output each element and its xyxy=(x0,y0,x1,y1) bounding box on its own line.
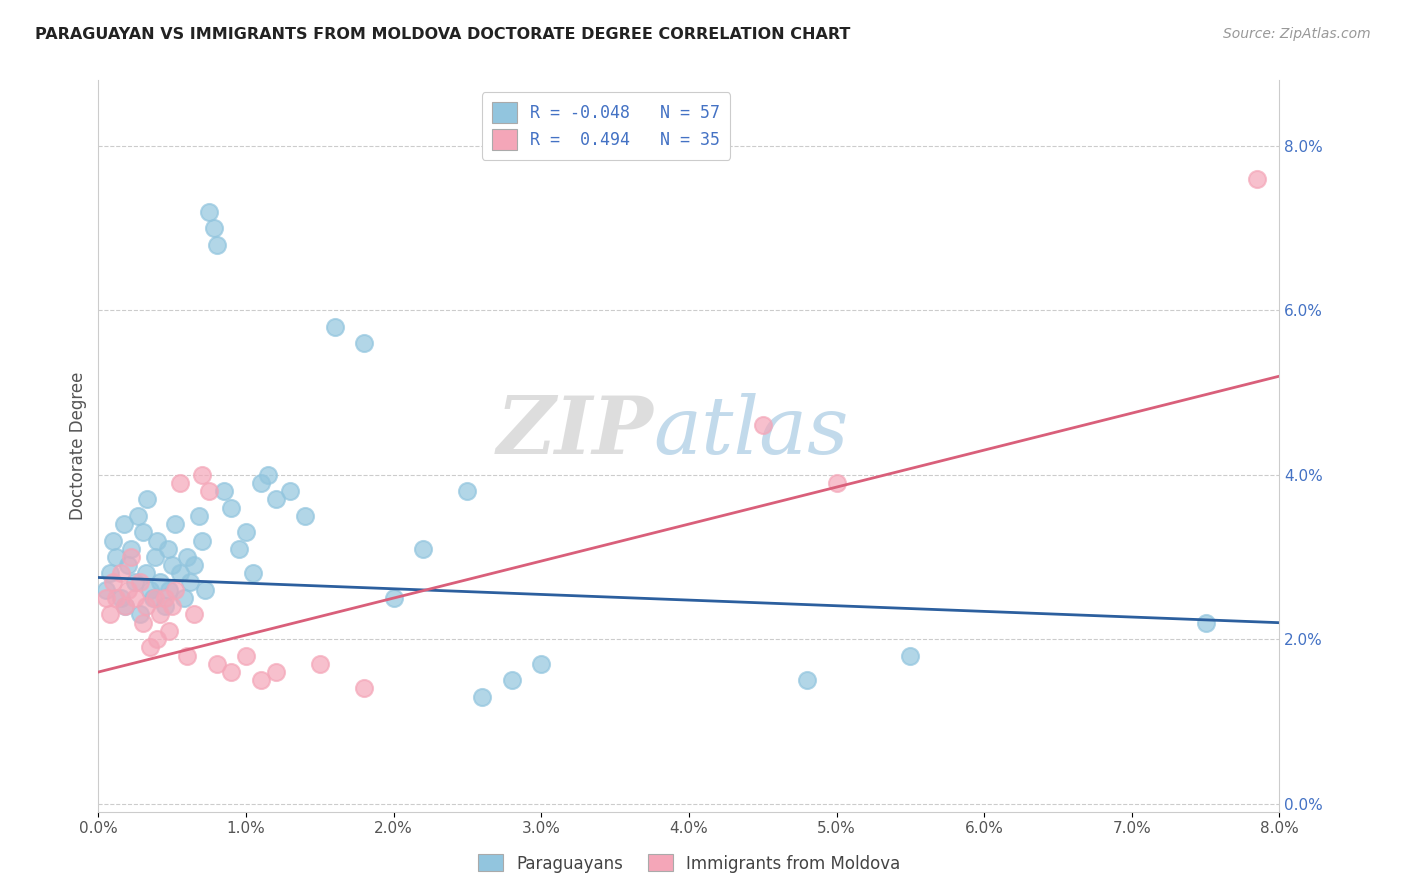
Point xyxy=(157,582,180,597)
Point xyxy=(205,237,228,252)
Point xyxy=(205,657,228,671)
Point xyxy=(176,648,198,663)
Point xyxy=(183,607,205,622)
Point xyxy=(149,574,172,589)
Point xyxy=(169,475,191,490)
Point xyxy=(162,558,183,573)
Point xyxy=(142,591,165,605)
Point xyxy=(191,533,214,548)
Point xyxy=(173,591,195,605)
Point xyxy=(353,336,375,351)
Point xyxy=(257,467,280,482)
Point xyxy=(796,673,818,688)
Point xyxy=(120,549,142,564)
Point xyxy=(117,582,139,597)
Point xyxy=(114,599,136,614)
Point xyxy=(128,607,150,622)
Point xyxy=(353,681,375,696)
Point xyxy=(751,418,773,433)
Point xyxy=(127,508,149,523)
Point xyxy=(146,632,169,647)
Point xyxy=(135,599,157,614)
Point xyxy=(308,657,332,671)
Point xyxy=(1246,172,1268,186)
Point xyxy=(412,541,434,556)
Point xyxy=(162,599,183,614)
Legend: R = -0.048   N = 57, R =  0.494   N = 35: R = -0.048 N = 57, R = 0.494 N = 35 xyxy=(482,92,731,160)
Point xyxy=(110,591,132,605)
Point xyxy=(132,525,155,540)
Point xyxy=(124,591,146,605)
Point xyxy=(471,690,494,704)
Point xyxy=(264,492,287,507)
Legend: Paraguayans, Immigrants from Moldova: Paraguayans, Immigrants from Moldova xyxy=(471,847,907,880)
Point xyxy=(183,558,205,573)
Point xyxy=(105,549,128,564)
Point xyxy=(219,500,242,515)
Point xyxy=(202,221,225,235)
Point xyxy=(128,574,150,589)
Point xyxy=(112,517,135,532)
Point xyxy=(139,582,162,597)
Text: atlas: atlas xyxy=(654,392,849,470)
Point xyxy=(179,574,201,589)
Point xyxy=(149,607,172,622)
Point xyxy=(165,582,187,597)
Point xyxy=(900,648,922,663)
Point xyxy=(219,665,242,679)
Point xyxy=(176,549,198,564)
Point xyxy=(278,484,302,499)
Point xyxy=(212,484,235,499)
Point xyxy=(124,574,146,589)
Point xyxy=(198,204,221,219)
Point xyxy=(194,582,217,597)
Point xyxy=(103,533,125,548)
Point xyxy=(153,591,176,605)
Point xyxy=(103,574,125,589)
Point xyxy=(294,508,316,523)
Point xyxy=(1194,615,1216,630)
Point xyxy=(105,591,128,605)
Point xyxy=(146,533,169,548)
Point xyxy=(98,566,121,581)
Point xyxy=(117,558,139,573)
Point xyxy=(165,517,187,532)
Point xyxy=(94,591,117,605)
Point xyxy=(198,484,221,499)
Point xyxy=(110,566,132,581)
Point xyxy=(114,599,136,614)
Point xyxy=(235,525,257,540)
Point xyxy=(143,591,166,605)
Point xyxy=(94,582,117,597)
Point xyxy=(530,657,553,671)
Point xyxy=(228,541,250,556)
Point xyxy=(157,624,180,638)
Point xyxy=(501,673,523,688)
Point xyxy=(135,566,157,581)
Point xyxy=(323,319,346,334)
Point xyxy=(156,541,179,556)
Point xyxy=(456,484,478,499)
Text: Source: ZipAtlas.com: Source: ZipAtlas.com xyxy=(1223,27,1371,41)
Point xyxy=(98,607,121,622)
Text: ZIP: ZIP xyxy=(496,392,654,470)
Point xyxy=(132,615,155,630)
Text: PARAGUAYAN VS IMMIGRANTS FROM MOLDOVA DOCTORATE DEGREE CORRELATION CHART: PARAGUAYAN VS IMMIGRANTS FROM MOLDOVA DO… xyxy=(35,27,851,42)
Point xyxy=(242,566,264,581)
Point xyxy=(382,591,405,605)
Point xyxy=(250,673,273,688)
Point xyxy=(120,541,142,556)
Point xyxy=(187,508,209,523)
Point xyxy=(264,665,287,679)
Point xyxy=(235,648,257,663)
Point xyxy=(191,467,214,482)
Point xyxy=(143,549,166,564)
Point xyxy=(153,599,176,614)
Point xyxy=(250,475,273,490)
Point xyxy=(136,492,159,507)
Point xyxy=(825,475,848,490)
Point xyxy=(169,566,191,581)
Point xyxy=(139,640,162,655)
Y-axis label: Doctorate Degree: Doctorate Degree xyxy=(69,372,87,520)
